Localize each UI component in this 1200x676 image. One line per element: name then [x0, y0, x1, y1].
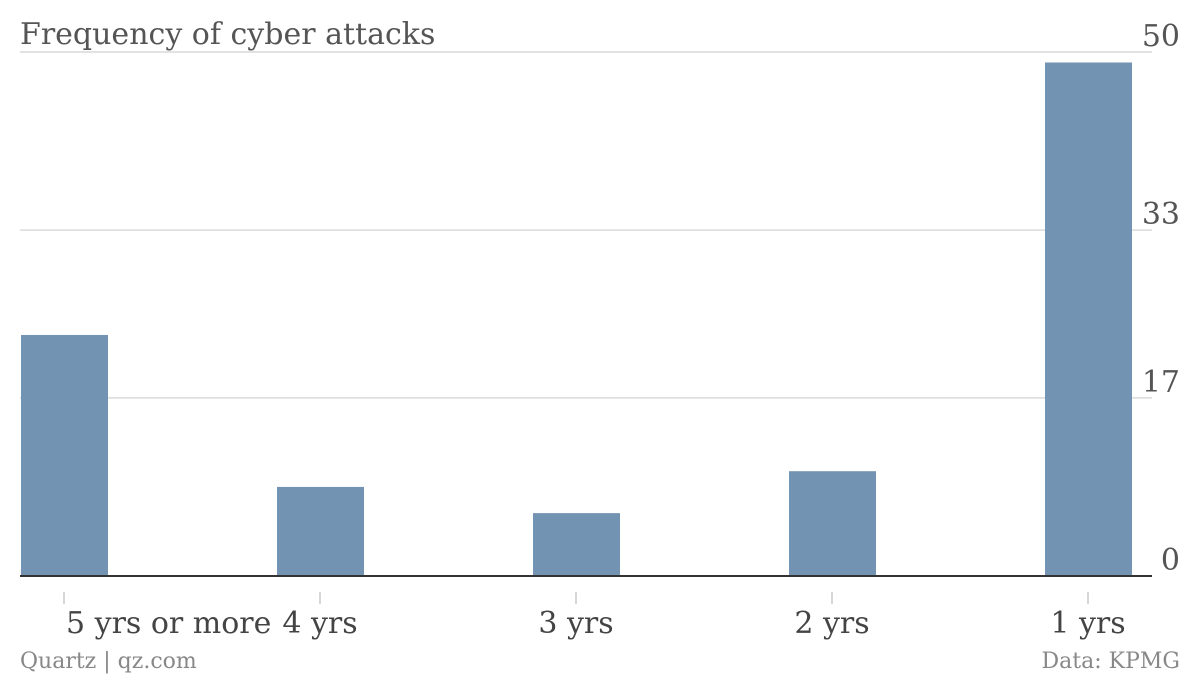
chart-title: Frequency of cyber attacks [20, 17, 435, 52]
y-tick-label: 33 [1142, 197, 1180, 232]
bar [533, 513, 620, 576]
x-tick-label: 5 yrs or more [66, 606, 271, 641]
footer-credit: Quartz | qz.com [20, 649, 197, 674]
gridlines [20, 51, 1152, 399]
x-tick-label: 1 yrs [1050, 606, 1125, 641]
y-tick-label: 17 [1142, 365, 1180, 400]
bar [1045, 62, 1132, 577]
y-tick-label: 0 [1161, 543, 1180, 578]
bar [277, 486, 364, 576]
y-axis-ticks: 0 17 33 50 [1142, 19, 1180, 578]
bars [21, 62, 1132, 577]
x-tick-label: 2 yrs [794, 606, 869, 641]
y-tick-label: 50 [1142, 19, 1180, 54]
bar [789, 471, 876, 576]
x-tick-label: 4 yrs [282, 606, 357, 641]
x-axis-ticks: 5 yrs or more 4 yrs 3 yrs 2 yrs 1 yrs [63, 592, 1126, 641]
x-tick-label: 3 yrs [538, 606, 613, 641]
footer-source: Data: KPMG [1042, 649, 1180, 674]
bar [21, 334, 108, 576]
